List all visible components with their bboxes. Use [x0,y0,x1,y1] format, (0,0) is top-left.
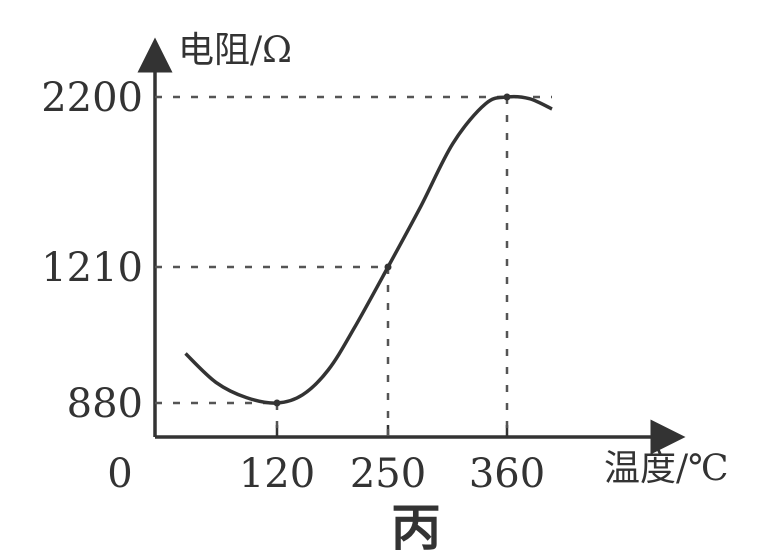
x-axis-title: 温度/℃ [604,448,728,489]
y-axis-title: 电阻/Ω [178,30,292,71]
x-tick-label-250: 250 [350,451,426,497]
origin-label: 0 [107,451,132,497]
series-line [184,94,553,405]
y-tick-label-2200: 2200 [41,75,143,121]
y-tick-label-880: 880 [67,381,143,427]
figure-caption: 丙 [391,498,441,553]
y-tick-label-1210: 1210 [41,245,143,291]
x-tick-label-360: 360 [469,451,545,497]
x-tick-label-120: 120 [239,451,315,497]
